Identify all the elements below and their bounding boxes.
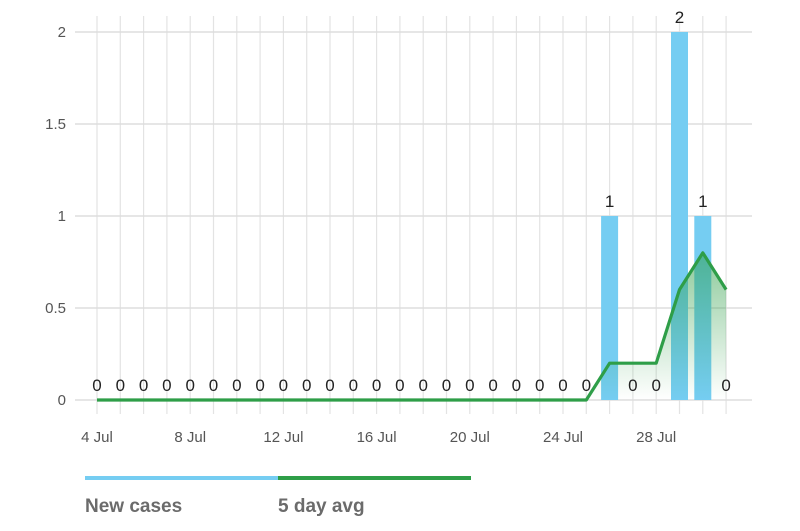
x-tick-label: 20 Jul: [450, 429, 490, 446]
data-label: 0: [465, 376, 474, 395]
legend-avg[interactable]: 5 day avg: [278, 476, 471, 517]
data-label: 0: [162, 376, 171, 395]
data-label: 0: [325, 376, 334, 395]
y-tick-label: 0.5: [45, 300, 66, 317]
gridlines: [75, 16, 752, 414]
data-label: 1: [605, 192, 614, 211]
y-tick-label: 0: [58, 392, 66, 409]
data-label: 0: [721, 376, 730, 395]
data-label: 0: [651, 376, 660, 395]
legend-new-cases-swatch: [85, 476, 278, 480]
data-label: 0: [535, 376, 544, 395]
y-tick-label: 1.5: [45, 116, 66, 133]
data-label: 0: [582, 376, 591, 395]
data-label: 0: [116, 376, 125, 395]
legend-new-cases-label: New cases: [85, 496, 183, 517]
x-axis: 4 Jul 8 Jul 12 Jul 16 Jul 20 Jul 24 Jul 28 Jul: [81, 429, 676, 446]
x-tick-label: 8 Jul: [174, 429, 206, 446]
legend-avg-swatch: [278, 476, 471, 480]
x-tick-label: 12 Jul: [263, 429, 303, 446]
data-label: 0: [395, 376, 404, 395]
data-label: 0: [232, 376, 241, 395]
legend-avg-label: 5 day avg: [278, 496, 365, 517]
data-label: 0: [628, 376, 637, 395]
avg-line[interactable]: [97, 251, 728, 402]
data-label: 0: [418, 376, 427, 395]
data-label: 0: [302, 376, 311, 395]
data-label: 0: [558, 376, 567, 395]
x-tick-label: 4 Jul: [81, 429, 113, 446]
data-label: 0: [185, 376, 194, 395]
x-tick-label: 24 Jul: [543, 429, 583, 446]
data-label: 0: [139, 376, 148, 395]
bar[interactable]: [601, 216, 619, 400]
data-label: 0: [512, 376, 521, 395]
y-axis: 0 0.5 1 1.5 2: [45, 24, 66, 409]
data-label: 0: [209, 376, 218, 395]
y-tick-label: 1: [58, 208, 66, 225]
data-label: 1: [698, 192, 707, 211]
x-tick-label: 28 Jul: [636, 429, 676, 446]
data-label: 0: [255, 376, 264, 395]
avg-line-group: [97, 251, 728, 402]
y-tick-label: 2: [58, 24, 66, 41]
data-label: 0: [92, 376, 101, 395]
data-label: 0: [442, 376, 451, 395]
x-tick-label: 16 Jul: [357, 429, 397, 446]
data-label: 2: [675, 8, 684, 27]
data-label: 0: [372, 376, 381, 395]
legend-new-cases[interactable]: New cases: [85, 476, 278, 517]
data-label: 0: [488, 376, 497, 395]
data-label: 0: [279, 376, 288, 395]
data-label: 0: [349, 376, 358, 395]
